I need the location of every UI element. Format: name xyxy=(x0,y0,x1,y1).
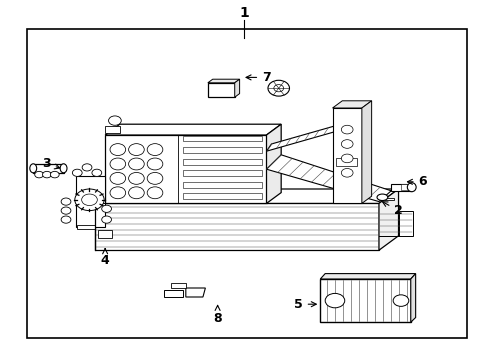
Circle shape xyxy=(50,171,59,178)
Polygon shape xyxy=(95,203,378,250)
Polygon shape xyxy=(77,225,95,229)
Text: 7: 7 xyxy=(245,71,270,84)
Text: 2: 2 xyxy=(382,202,402,217)
Polygon shape xyxy=(183,193,261,199)
Ellipse shape xyxy=(110,187,125,199)
Polygon shape xyxy=(266,124,281,203)
Polygon shape xyxy=(320,279,410,322)
Polygon shape xyxy=(378,189,398,250)
Polygon shape xyxy=(332,101,371,108)
Circle shape xyxy=(267,80,289,96)
Ellipse shape xyxy=(147,144,163,156)
Circle shape xyxy=(341,125,352,134)
Polygon shape xyxy=(410,274,415,322)
Ellipse shape xyxy=(110,172,125,184)
Ellipse shape xyxy=(110,144,125,156)
Polygon shape xyxy=(105,135,266,203)
Polygon shape xyxy=(400,184,409,190)
Polygon shape xyxy=(33,164,63,173)
Ellipse shape xyxy=(376,194,387,201)
Polygon shape xyxy=(332,108,361,203)
Polygon shape xyxy=(183,147,261,153)
Circle shape xyxy=(72,169,82,176)
Polygon shape xyxy=(183,182,261,188)
Polygon shape xyxy=(95,189,398,203)
Polygon shape xyxy=(122,198,224,203)
Polygon shape xyxy=(163,290,183,297)
Polygon shape xyxy=(105,124,281,135)
Circle shape xyxy=(102,216,111,223)
Text: 6: 6 xyxy=(407,175,427,188)
Circle shape xyxy=(35,171,43,178)
Polygon shape xyxy=(320,274,415,279)
Circle shape xyxy=(392,295,408,306)
Circle shape xyxy=(92,169,102,176)
Circle shape xyxy=(81,194,97,206)
Polygon shape xyxy=(336,158,356,166)
Polygon shape xyxy=(183,159,261,165)
Ellipse shape xyxy=(128,187,144,199)
Ellipse shape xyxy=(128,144,144,156)
Polygon shape xyxy=(171,283,185,288)
Text: 8: 8 xyxy=(213,305,222,325)
Polygon shape xyxy=(207,83,234,97)
Polygon shape xyxy=(207,79,239,83)
Ellipse shape xyxy=(30,164,37,173)
Polygon shape xyxy=(76,176,105,227)
Circle shape xyxy=(75,189,104,211)
Polygon shape xyxy=(378,211,412,236)
Text: 4: 4 xyxy=(101,248,109,267)
Circle shape xyxy=(61,198,71,205)
Circle shape xyxy=(102,205,111,212)
Polygon shape xyxy=(361,101,371,203)
Ellipse shape xyxy=(128,172,144,184)
Ellipse shape xyxy=(60,164,67,173)
Circle shape xyxy=(42,171,51,178)
Polygon shape xyxy=(183,170,261,176)
Circle shape xyxy=(341,168,352,177)
Circle shape xyxy=(325,293,344,308)
Polygon shape xyxy=(266,155,390,202)
Circle shape xyxy=(61,207,71,214)
Ellipse shape xyxy=(147,187,163,199)
Circle shape xyxy=(273,85,283,92)
Text: 3: 3 xyxy=(42,157,60,170)
Polygon shape xyxy=(98,230,112,238)
Polygon shape xyxy=(382,198,393,200)
Polygon shape xyxy=(183,136,261,141)
Circle shape xyxy=(82,164,92,171)
Ellipse shape xyxy=(407,183,415,192)
Polygon shape xyxy=(266,122,346,151)
Text: 1: 1 xyxy=(239,6,249,19)
Circle shape xyxy=(341,140,352,148)
Polygon shape xyxy=(185,288,205,297)
Circle shape xyxy=(108,116,121,125)
Ellipse shape xyxy=(147,172,163,184)
Circle shape xyxy=(341,154,352,163)
Text: 5: 5 xyxy=(293,298,316,311)
Circle shape xyxy=(61,216,71,223)
Ellipse shape xyxy=(110,158,125,170)
Ellipse shape xyxy=(147,158,163,170)
Bar xyxy=(27,29,466,338)
Polygon shape xyxy=(234,79,239,97)
Polygon shape xyxy=(390,184,410,191)
Ellipse shape xyxy=(128,158,144,170)
Polygon shape xyxy=(105,126,120,133)
